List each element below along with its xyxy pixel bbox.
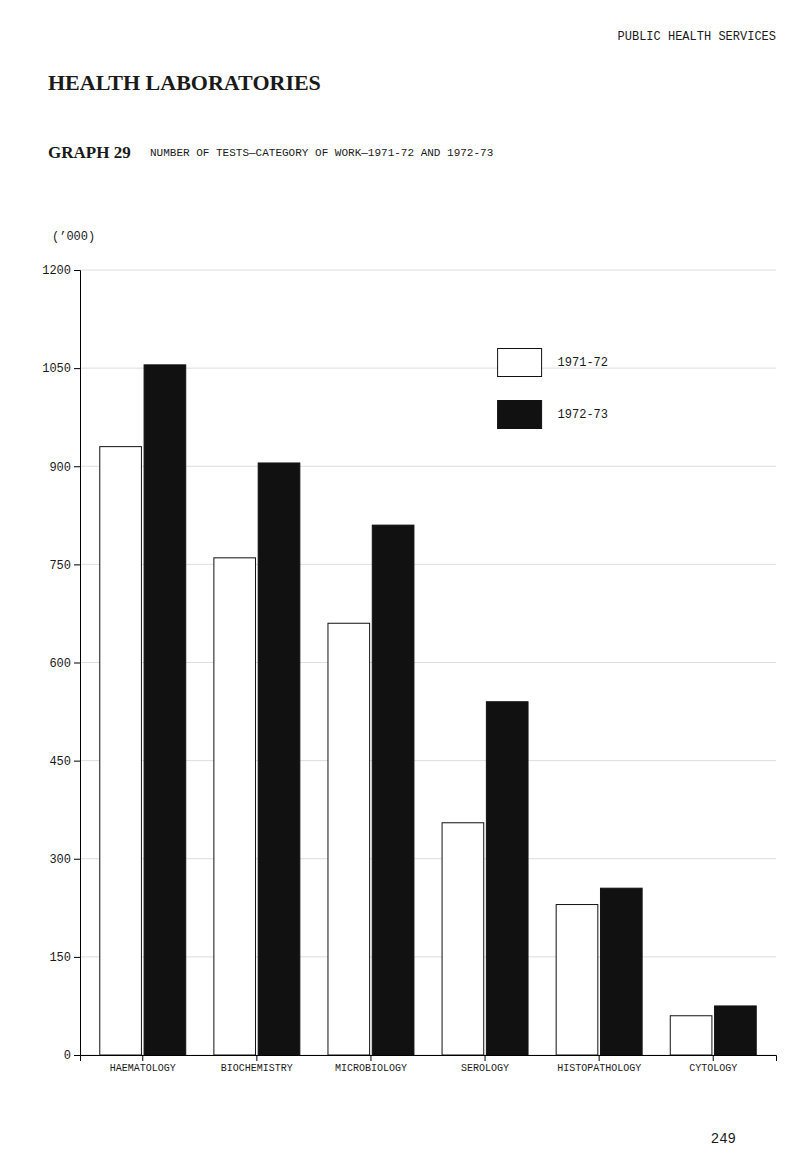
axis-line [74,271,81,1056]
series [144,365,756,1055]
bar [328,623,370,1055]
tick-mark [74,1055,80,1056]
tick: HAEMATOLOGY [110,1055,176,1074]
tick: 450 [49,755,80,769]
tick: SEROLOGY [461,1055,509,1074]
tick-mark [599,1055,600,1061]
bar [715,1006,757,1055]
graph-number: GRAPH 29 [48,143,131,162]
tick-mark [74,663,80,664]
tick-label: HAEMATOLOGY [110,1063,176,1074]
header: PUBLIC HEALTH SERVICES [618,30,776,44]
tick: HISTOPATHOLOGY [557,1055,641,1074]
tick-mark [74,466,80,467]
tick: 750 [49,559,80,573]
tick-mark [485,1055,486,1061]
tick-label: 600 [49,657,71,671]
bar [442,823,484,1055]
axis-line [81,1056,777,1062]
tick-mark [74,859,80,860]
legend-swatch [498,349,542,377]
bar [372,525,414,1055]
tick-mark [370,1055,371,1061]
bars [100,365,756,1055]
y-axis: 0 150 300 450 600 750 900 1050 1200 [42,264,80,1063]
bar [556,905,598,1055]
tick-mark [713,1055,714,1061]
tick-label: 150 [49,951,71,965]
tick-label: CYTOLOGY [689,1063,737,1074]
tick-mark [74,957,80,958]
tick-label: 750 [49,559,71,573]
grid-line [80,270,776,271]
grid [80,270,776,1055]
x-axis: HAEMATOLOGY BIOCHEMISTRY MICROBIOLOGY SEROL… [81,1055,777,1074]
bar [486,702,528,1055]
tick-label: 300 [49,853,71,867]
bar [258,463,300,1055]
tick-label: SEROLOGY [461,1063,509,1074]
tick: CYTOLOGY [689,1055,737,1074]
tick: BIOCHEMISTRY [221,1055,293,1074]
tick-label: BIOCHEMISTRY [221,1063,293,1074]
legend-swatch [498,401,542,429]
legend: 1971-72 1972-73 [498,349,608,429]
bar [600,888,642,1055]
legend-label: 1971-72 [558,356,608,370]
page-number: 249 [711,1131,736,1147]
bar [214,558,256,1055]
tick-label: 1200 [42,264,71,278]
tick: 1200 [42,264,80,278]
legend-label: 1972-73 [558,408,608,422]
bar [144,365,186,1055]
tick: MICROBIOLOGY [335,1055,407,1074]
bar [100,447,142,1055]
tick-label: 450 [49,755,71,769]
series [100,447,712,1055]
tick-mark [74,368,80,369]
tick: 1050 [42,362,80,376]
tick-label: HISTOPATHOLOGY [557,1063,641,1074]
tick: 300 [49,853,80,867]
plot: 0 150 300 450 600 750 900 1050 1200 HAEMATOLOGY BI… [42,264,776,1074]
tick-label: MICROBIOLOGY [335,1063,407,1074]
title: HEALTH LABORATORIES [48,70,321,95]
tick-mark [142,1055,143,1061]
tick-mark [74,564,80,565]
tick-label: 1050 [42,362,71,376]
bar [670,1016,712,1055]
tick-mark [74,270,80,271]
tick-label: 0 [64,1049,71,1063]
subtitle: NUMBER OF TESTS—CATEGORY OF WORK—1971-72… [150,147,493,159]
tick: 900 [49,461,80,475]
tick: 600 [49,657,80,671]
tick-label: 900 [49,461,71,475]
tick-mark [74,761,80,762]
y-axis-label: (’000) [52,230,95,244]
tick-mark [256,1055,257,1061]
tick: 0 [64,1049,80,1063]
chart: PUBLIC HEALTH SERVICES HEALTH LABORATORIE… [0,0,800,1172]
tick: 150 [49,951,80,965]
